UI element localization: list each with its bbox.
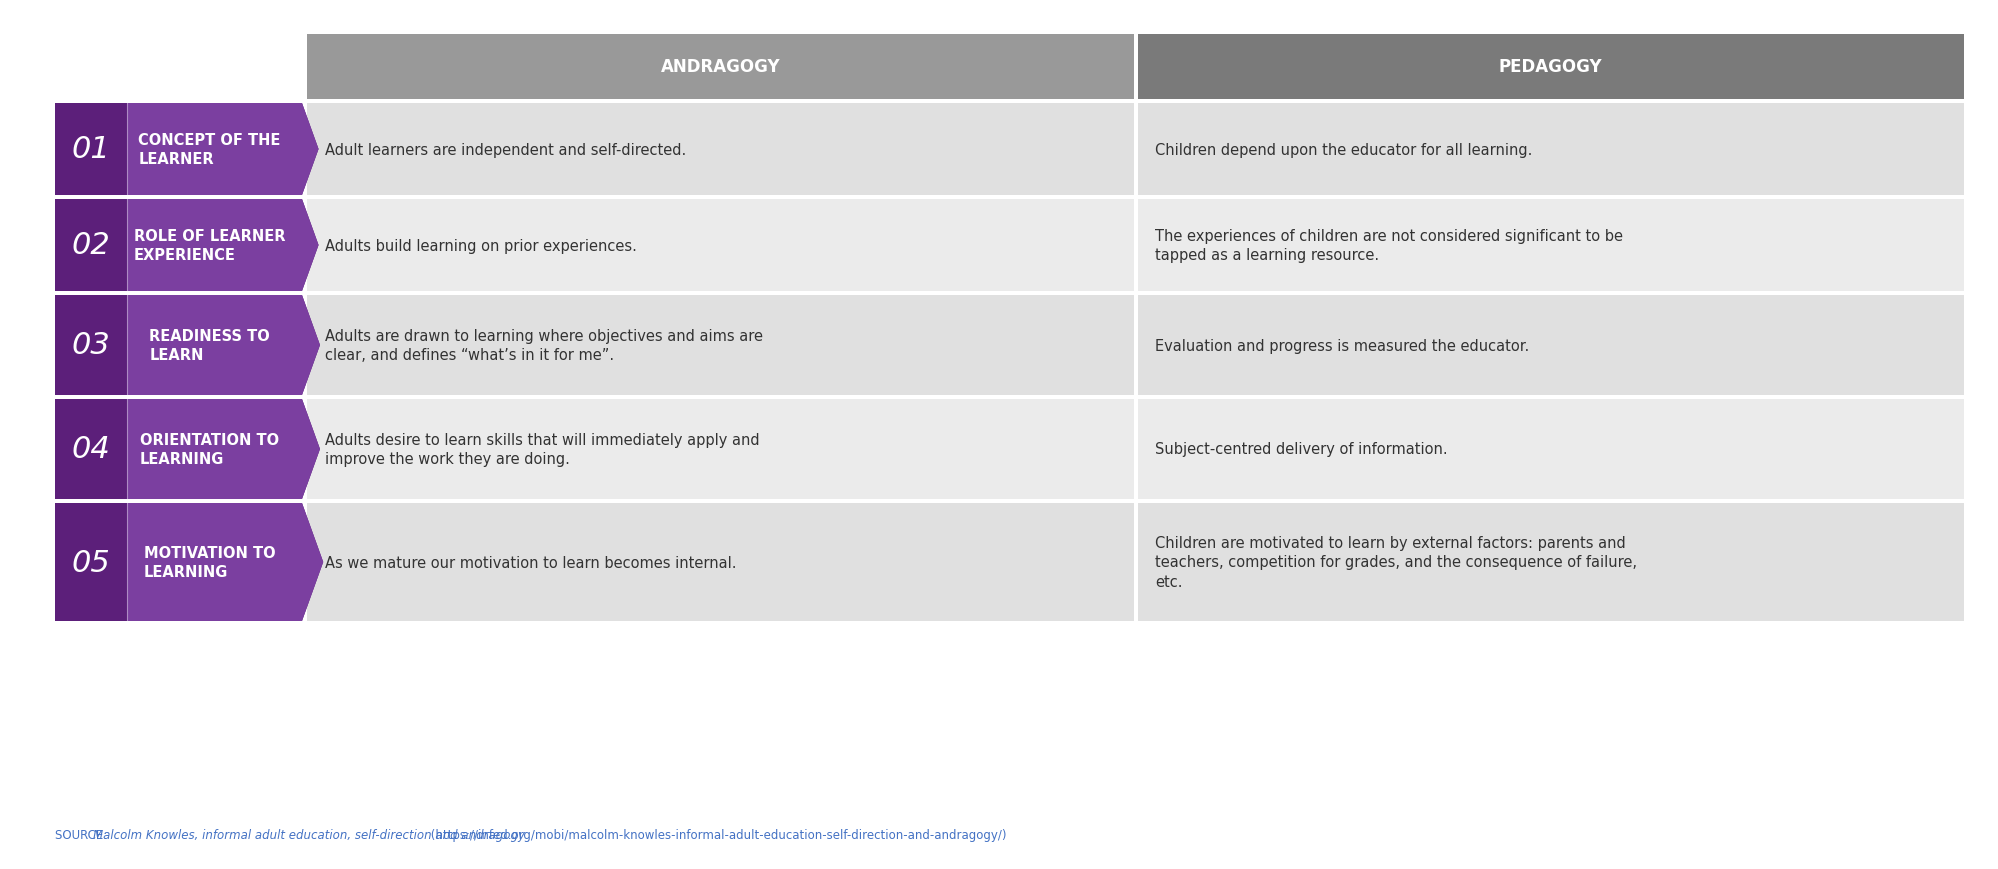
Bar <box>1137 35 1962 100</box>
Polygon shape <box>128 503 324 621</box>
Text: ORIENTATION TO
LEARNING: ORIENTATION TO LEARNING <box>140 432 280 467</box>
Text: As we mature our motivation to learn becomes internal.: As we mature our motivation to learn bec… <box>326 555 735 570</box>
Bar <box>308 104 1962 196</box>
Bar <box>1133 503 1137 621</box>
Text: The experiences of children are not considered significant to be
tapped as a lea: The experiences of children are not cons… <box>1155 229 1622 263</box>
Bar <box>1133 35 1137 100</box>
Polygon shape <box>128 400 320 500</box>
Polygon shape <box>128 104 318 196</box>
Text: 03: 03 <box>72 331 110 360</box>
Bar <box>1133 200 1137 292</box>
Polygon shape <box>56 104 318 196</box>
Text: 02: 02 <box>72 231 110 260</box>
Polygon shape <box>128 295 320 395</box>
Text: Malcolm Knowles, informal adult education, self-direction and andragogy: Malcolm Knowles, informal adult educatio… <box>94 828 525 841</box>
Text: 04: 04 <box>72 435 110 464</box>
Bar <box>308 400 1962 500</box>
Text: SOURCE:: SOURCE: <box>56 828 112 841</box>
Text: Evaluation and progress is measured the educator.: Evaluation and progress is measured the … <box>1155 338 1528 353</box>
Text: Subject-centred delivery of information.: Subject-centred delivery of information. <box>1155 442 1447 457</box>
Text: ANDRAGOGY: ANDRAGOGY <box>659 58 779 76</box>
Polygon shape <box>56 295 320 395</box>
Text: Children are motivated to learn by external factors: parents and
teachers, compe: Children are motivated to learn by exter… <box>1155 535 1636 590</box>
Polygon shape <box>128 200 318 292</box>
Text: READINESS TO
LEARN: READINESS TO LEARN <box>150 328 270 363</box>
Polygon shape <box>56 503 324 621</box>
Polygon shape <box>56 200 318 292</box>
Text: MOTIVATION TO
LEARNING: MOTIVATION TO LEARNING <box>144 545 276 580</box>
Bar <box>1133 400 1137 500</box>
Text: ROLE OF LEARNER
EXPERIENCE: ROLE OF LEARNER EXPERIENCE <box>134 229 286 263</box>
Text: Adult learners are independent and self-directed.: Adult learners are independent and self-… <box>326 143 685 157</box>
Text: Adults desire to learn skills that will immediately apply and
improve the work t: Adults desire to learn skills that will … <box>326 432 759 467</box>
Text: PEDAGOGY: PEDAGOGY <box>1498 58 1602 76</box>
Text: Adults build learning on prior experiences.: Adults build learning on prior experienc… <box>326 238 637 253</box>
Bar <box>308 295 1962 395</box>
Text: 01: 01 <box>72 136 110 164</box>
Text: (https://infed.org/mobi/malcolm-knowles-informal-adult-education-self-direction-: (https://infed.org/mobi/malcolm-knowles-… <box>428 828 1007 841</box>
Polygon shape <box>56 400 320 500</box>
Text: 05: 05 <box>72 547 110 577</box>
Bar <box>308 35 1133 100</box>
Text: Children depend upon the educator for all learning.: Children depend upon the educator for al… <box>1155 143 1532 157</box>
Bar <box>308 200 1962 292</box>
Text: Adults are drawn to learning where objectives and aims are
clear, and defines “w: Adults are drawn to learning where objec… <box>326 328 763 363</box>
Bar <box>1133 104 1137 196</box>
Bar <box>1133 295 1137 395</box>
Text: CONCEPT OF THE
LEARNER: CONCEPT OF THE LEARNER <box>138 132 280 167</box>
Bar <box>308 503 1962 621</box>
